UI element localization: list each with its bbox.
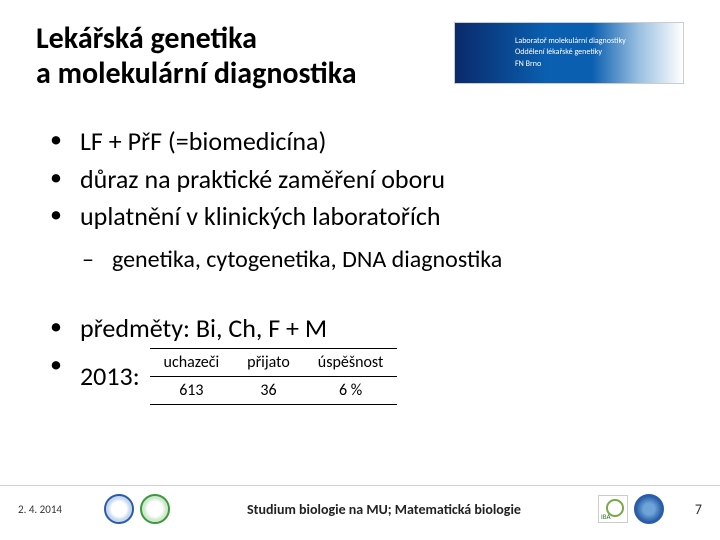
logo-text-2: Oddělení lékařské genetiky	[515, 47, 683, 58]
table-header-row: uchazeči přijato úspěšnost	[150, 348, 398, 376]
iba-logo-icon	[598, 495, 628, 523]
col-success: úspěšnost	[304, 348, 398, 376]
cell-applicants: 613	[150, 376, 234, 404]
col-applicants: uchazeči	[150, 348, 234, 376]
cell-success: 6 %	[304, 376, 398, 404]
bullet-item: důraz na praktické zaměření oboru	[36, 161, 684, 199]
footer-logos-left	[104, 494, 170, 524]
logo-text-1: Laboratoř molekulární diagnostiky	[515, 36, 683, 47]
cell-accepted: 36	[233, 376, 304, 404]
year-prefix: 2013:	[80, 358, 146, 396]
university-logo-icon	[104, 494, 134, 524]
bullet-item: uplatnění v klinických laboratořích	[36, 198, 684, 236]
logo-text-3: FN Brno	[515, 59, 683, 70]
footer-caption: Studium biologie na MU; Matematická biol…	[170, 501, 598, 518]
faculty-logo-icon	[140, 494, 170, 524]
title-line-2: a molekulární diagnostika	[36, 55, 357, 92]
bullet-list: LF + PřF (=biomedicína) důraz na praktic…	[36, 123, 684, 236]
title-line-1: Lekářská genetika	[36, 20, 257, 57]
footer-date: 2. 4. 2014	[18, 503, 98, 516]
header-lab-logo: Laboratoř molekulární diagnostiky Odděle…	[454, 22, 684, 84]
col-accepted: přijato	[233, 348, 304, 376]
bullet-item: LF + PřF (=biomedicína)	[36, 123, 684, 161]
sub-bullet-list: genetika, cytogenetika, DNA diagnostika	[36, 242, 684, 278]
sub-bullet-item: genetika, cytogenetika, DNA diagnostika	[36, 242, 684, 278]
stats-table: uchazeči přijato úspěšnost 613 36 6 %	[150, 348, 398, 405]
bullet-item-with-table: 2013: uchazeči přijato úspěšnost 613 36	[36, 348, 684, 405]
page-number: 7	[674, 501, 702, 518]
table-row: 613 36 6 %	[150, 376, 398, 404]
bullet-list-2: předměty: Bi, Ch, F + M 2013: uchazeči p…	[36, 310, 684, 405]
bullet-item: předměty: Bi, Ch, F + M	[36, 310, 684, 348]
slide-footer: 2. 4. 2014 Studium biologie na MU; Matem…	[0, 485, 720, 524]
slide-title: Lekářská genetika a molekulární diagnost…	[36, 22, 454, 91]
footer-logos-right	[598, 494, 664, 524]
globe-logo-icon	[634, 494, 664, 524]
